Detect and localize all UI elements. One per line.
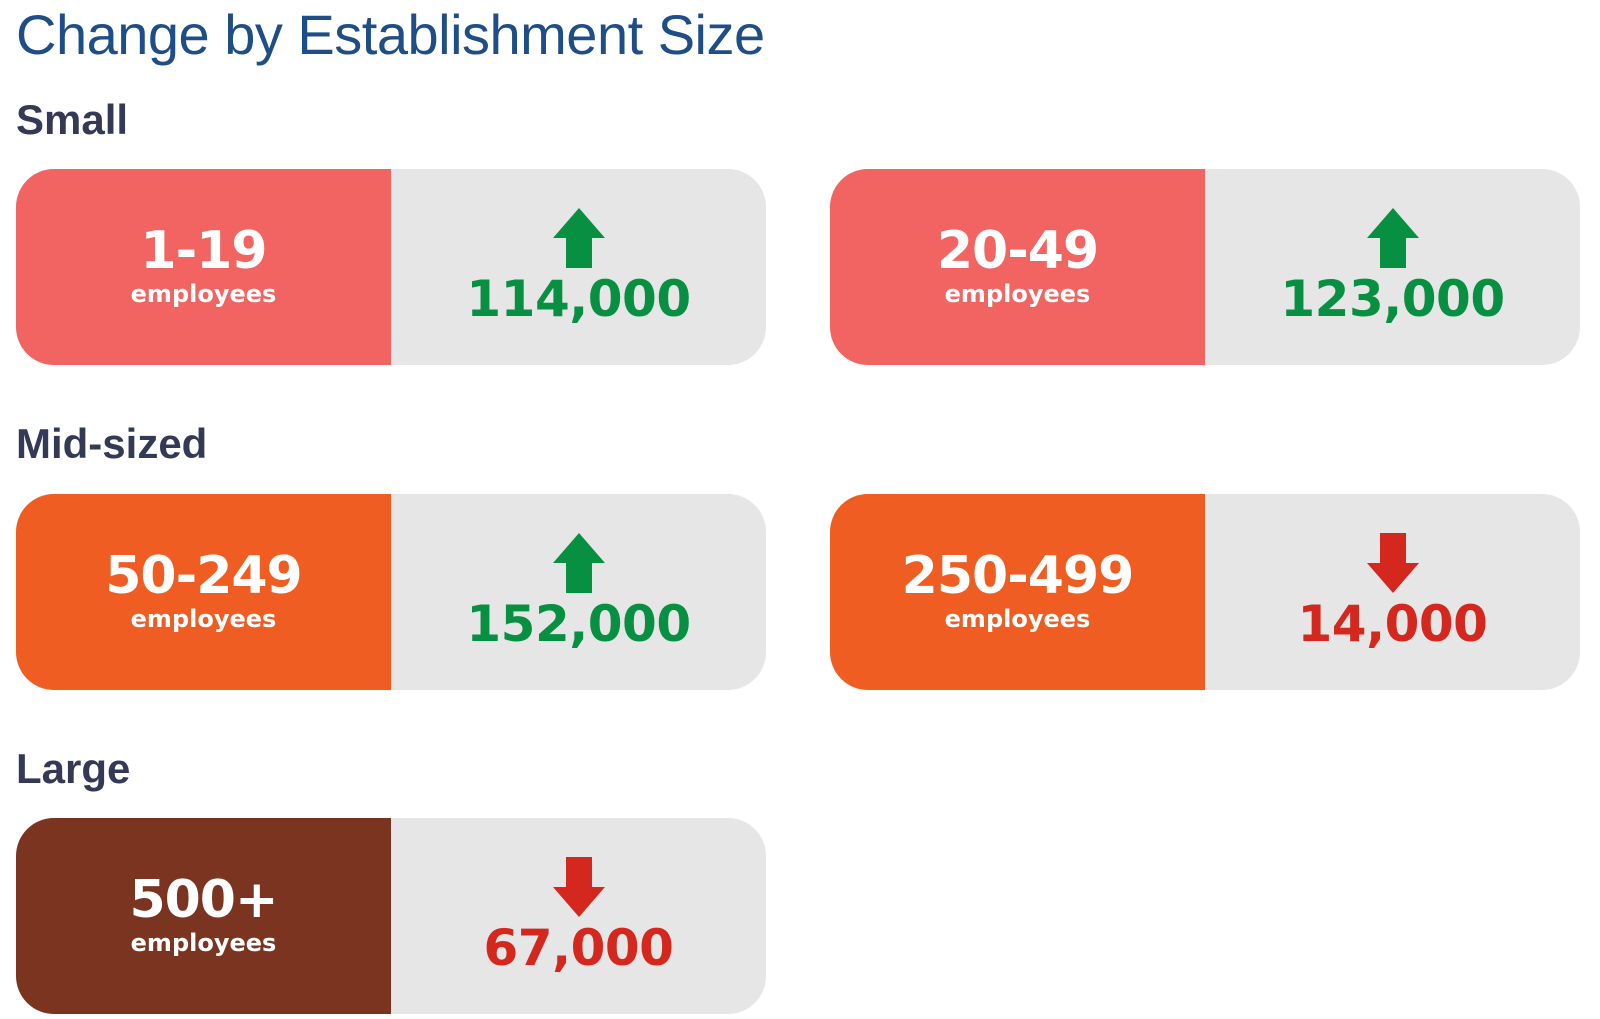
- size-unit: employees: [944, 280, 1091, 308]
- size-range: 1-19: [140, 221, 267, 281]
- size-unit: employees: [130, 280, 277, 308]
- size-range: 250-499: [901, 546, 1135, 606]
- arrow-up-icon: [1366, 208, 1419, 268]
- change-value: 67,000: [483, 919, 674, 977]
- card-20-49: 20-49 employees 123,000: [830, 169, 1580, 365]
- change-panel: 14,000: [1205, 494, 1580, 690]
- change-panel: 152,000: [391, 494, 766, 690]
- section-title-mid-sized: Mid-sized: [16, 420, 208, 467]
- size-panel: 500+ employees: [16, 818, 391, 1014]
- arrow-up-icon: [552, 208, 605, 268]
- page-title: Change by Establishment Size: [16, 3, 765, 66]
- size-panel: 50-249 employees: [16, 494, 391, 690]
- size-range: 500+: [129, 870, 278, 930]
- change-value: 14,000: [1297, 595, 1488, 653]
- change-panel: 67,000: [391, 818, 766, 1014]
- change-panel: 123,000: [1205, 169, 1580, 365]
- change-value: 152,000: [466, 595, 691, 653]
- arrow-down-icon: [552, 857, 605, 917]
- size-unit: employees: [944, 605, 1091, 633]
- card-500-plus: 500+ employees 67,000: [16, 818, 766, 1014]
- size-panel: 250-499 employees: [830, 494, 1205, 690]
- section-title-large: Large: [16, 745, 131, 792]
- size-unit: employees: [130, 605, 277, 633]
- arrow-down-icon: [1366, 533, 1419, 593]
- card-1-19: 1-19 employees 114,000: [16, 169, 766, 365]
- size-range: 20-49: [936, 221, 1099, 281]
- change-value: 123,000: [1280, 270, 1505, 328]
- size-panel: 1-19 employees: [16, 169, 391, 365]
- size-unit: employees: [130, 929, 277, 957]
- change-panel: 114,000: [391, 169, 766, 365]
- section-title-small: Small: [16, 96, 129, 143]
- card-50-249: 50-249 employees 152,000: [16, 494, 766, 690]
- size-range: 50-249: [105, 546, 302, 606]
- card-250-499: 250-499 employees 14,000: [830, 494, 1580, 690]
- change-value: 114,000: [466, 270, 691, 328]
- arrow-up-icon: [552, 533, 605, 593]
- size-panel: 20-49 employees: [830, 169, 1205, 365]
